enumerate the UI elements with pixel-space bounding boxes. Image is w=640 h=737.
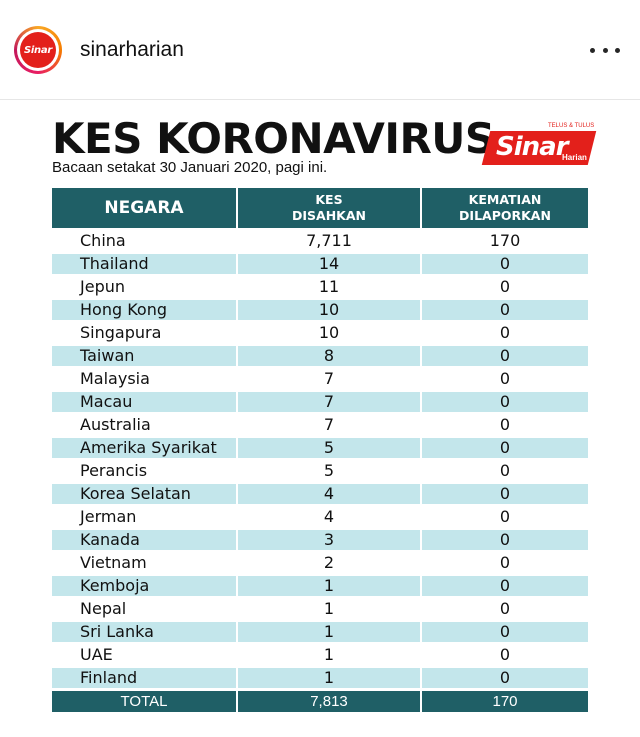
table-row: Amerika Syarikat 5 0 [52, 438, 588, 458]
cases-cell: 10 [236, 323, 420, 343]
table-row: Kanada 3 0 [52, 530, 588, 550]
country-cell: Singapura [52, 323, 236, 343]
country-cell: Kanada [52, 530, 236, 550]
cases-cell: 10 [236, 300, 420, 320]
table-row: Malaysia 7 0 [52, 369, 588, 389]
table-row: UAE 1 0 [52, 645, 588, 665]
country-cell: Vietnam [52, 553, 236, 573]
table-row: Sri Lanka 1 0 [52, 622, 588, 642]
total-cases: 7,813 [236, 691, 420, 712]
deaths-cell: 0 [420, 645, 588, 665]
cases-cell: 1 [236, 645, 420, 665]
table-row: Jerman 4 0 [52, 507, 588, 527]
country-cell: Perancis [52, 461, 236, 481]
post-header: Sinar sinarharian [0, 0, 640, 100]
sinar-avatar-logo: Sinar [20, 32, 56, 68]
table-row: Thailand 14 0 [52, 254, 588, 274]
deaths-cell: 0 [420, 392, 588, 412]
table-row: China 7,711 170 [52, 231, 588, 251]
deaths-cell: 0 [420, 530, 588, 550]
cases-cell: 8 [236, 346, 420, 366]
table-row: Macau 7 0 [52, 392, 588, 412]
more-options-icon[interactable] [590, 38, 620, 62]
country-cell: Sri Lanka [52, 622, 236, 642]
deaths-cell: 0 [420, 599, 588, 619]
country-cell: Taiwan [52, 346, 236, 366]
table-row: Finland 1 0 [52, 668, 588, 688]
country-cell: Kemboja [52, 576, 236, 596]
table-row: Nepal 1 0 [52, 599, 588, 619]
cases-cell: 7 [236, 369, 420, 389]
sinar-harian-logo: TELUS & TULUS Sinar Harian [481, 123, 597, 165]
username-link[interactable]: sinarharian [80, 38, 184, 61]
deaths-cell: 0 [420, 668, 588, 688]
deaths-cell: 0 [420, 300, 588, 320]
cases-cell: 1 [236, 599, 420, 619]
cases-cell: 14 [236, 254, 420, 274]
country-cell: Nepal [52, 599, 236, 619]
country-cell: China [52, 231, 236, 251]
cases-cell: 4 [236, 507, 420, 527]
avatar[interactable]: Sinar [14, 26, 62, 74]
cases-cell: 7 [236, 392, 420, 412]
table-row: Perancis 5 0 [52, 461, 588, 481]
cases-cell: 3 [236, 530, 420, 550]
cases-cell: 2 [236, 553, 420, 573]
deaths-cell: 0 [420, 415, 588, 435]
post-image: KES KORONAVIRUS Bacaan setakat 30 Januar… [0, 101, 640, 737]
deaths-cell: 0 [420, 461, 588, 481]
cases-cell: 4 [236, 484, 420, 504]
country-cell: Australia [52, 415, 236, 435]
table-row: Australia 7 0 [52, 415, 588, 435]
table-row: Vietnam 2 0 [52, 553, 588, 573]
cases-cell: 1 [236, 576, 420, 596]
deaths-cell: 0 [420, 438, 588, 458]
cases-cell: 5 [236, 438, 420, 458]
header-negara: NEGARA [52, 188, 236, 228]
country-cell: Jerman [52, 507, 236, 527]
table-row: Singapura 10 0 [52, 323, 588, 343]
cases-cell: 1 [236, 668, 420, 688]
country-cell: Finland [52, 668, 236, 688]
deaths-cell: 0 [420, 323, 588, 343]
country-cell: Korea Selatan [52, 484, 236, 504]
header-kematian-dilaporkan: KEMATIAN DILAPORKAN [420, 188, 588, 228]
cases-cell: 7 [236, 415, 420, 435]
country-cell: Hong Kong [52, 300, 236, 320]
total-label: TOTAL [52, 691, 236, 712]
infographic-title: KES KORONAVIRUS [52, 114, 495, 163]
table-row: Korea Selatan 4 0 [52, 484, 588, 504]
country-cell: Jepun [52, 277, 236, 297]
table-header-row: NEGARA KES DISAHKAN KEMATIAN DILAPORKAN [52, 188, 588, 228]
table-row: Hong Kong 10 0 [52, 300, 588, 320]
deaths-cell: 0 [420, 277, 588, 297]
deaths-cell: 0 [420, 346, 588, 366]
table-row: Taiwan 8 0 [52, 346, 588, 366]
deaths-cell: 0 [420, 622, 588, 642]
table-row: Kemboja 1 0 [52, 576, 588, 596]
country-cell: Macau [52, 392, 236, 412]
deaths-cell: 0 [420, 254, 588, 274]
table-total-row: TOTAL 7,813 170 [52, 691, 588, 712]
country-cell: Malaysia [52, 369, 236, 389]
deaths-cell: 0 [420, 369, 588, 389]
cases-cell: 7,711 [236, 231, 420, 251]
cases-cell: 11 [236, 277, 420, 297]
deaths-cell: 0 [420, 576, 588, 596]
total-deaths: 170 [420, 691, 588, 712]
country-cell: Amerika Syarikat [52, 438, 236, 458]
deaths-cell: 170 [420, 231, 588, 251]
deaths-cell: 0 [420, 553, 588, 573]
cases-table: NEGARA KES DISAHKAN KEMATIAN DILAPORKAN … [52, 185, 588, 715]
header-kes-disahkan: KES DISAHKAN [236, 188, 420, 228]
country-cell: UAE [52, 645, 236, 665]
infographic-subtitle: Bacaan setakat 30 Januari 2020, pagi ini… [52, 159, 328, 176]
country-cell: Thailand [52, 254, 236, 274]
deaths-cell: 0 [420, 507, 588, 527]
cases-cell: 1 [236, 622, 420, 642]
cases-cell: 5 [236, 461, 420, 481]
deaths-cell: 0 [420, 484, 588, 504]
table-row: Jepun 11 0 [52, 277, 588, 297]
